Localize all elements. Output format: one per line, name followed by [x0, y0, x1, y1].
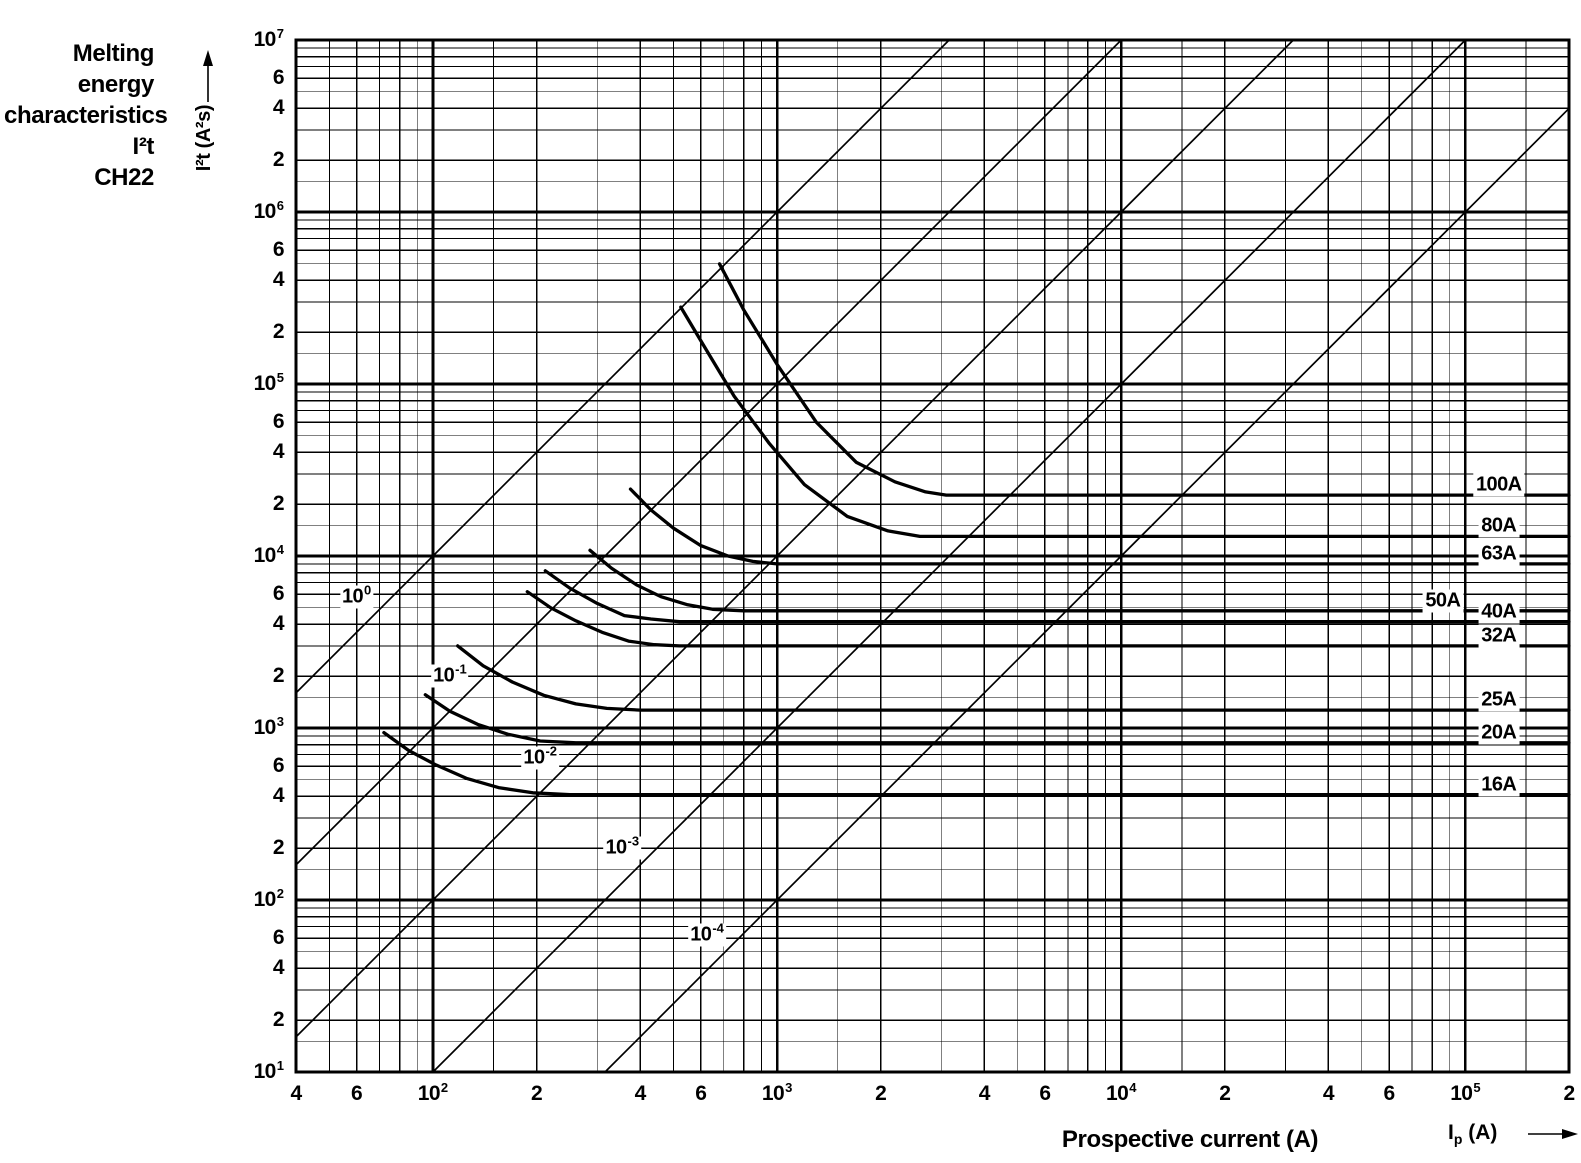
y-tick-label: 104	[253, 542, 284, 567]
y-tick-label: 4	[272, 440, 285, 464]
fuse-curve-50A	[588, 548, 1571, 613]
fuse-curve-80A	[679, 305, 1571, 539]
y-tick-label: 2	[272, 1008, 285, 1032]
fuse-curve-16A	[382, 730, 1571, 797]
y-tick-label: 2	[272, 148, 285, 172]
x-axis-symbol: Ip (A)	[1448, 1121, 1497, 1147]
x-tick-label: 4	[1322, 1082, 1335, 1105]
y-tick-label: 4	[272, 784, 285, 808]
log-grid	[296, 40, 1569, 1072]
time-line-label: 100	[339, 582, 374, 609]
y-tick-label: 2	[272, 320, 285, 344]
x-tick-label: 6	[351, 1082, 363, 1105]
y-tick-label: 106	[253, 198, 284, 223]
x-tick-label: 4	[290, 1082, 302, 1105]
x-tick-label: 105	[1450, 1080, 1481, 1105]
y-tick-label: 6	[272, 582, 285, 606]
fuse-curve-63A	[628, 487, 1571, 566]
x-tick-label: 6	[695, 1082, 707, 1105]
x-tick-label: 4	[634, 1082, 647, 1105]
time-line-m2	[295, 39, 1294, 1038]
x-axis-title: Prospective current (A)	[1061, 1126, 1319, 1153]
time-constant-lines	[295, 39, 1570, 1073]
y-tick-label: 4	[272, 96, 285, 120]
x-tick-label: 102	[417, 1080, 449, 1105]
x-tick-label: 6	[1383, 1082, 1396, 1105]
y-tick-label: 102	[253, 886, 284, 911]
time-line-label: 10-4	[688, 920, 726, 947]
time-line-label: 10-3	[603, 833, 642, 860]
x-symbol-letter: I	[1448, 1121, 1454, 1144]
y-tick-label: 6	[272, 410, 285, 434]
y-tick-label: 105	[253, 370, 284, 395]
y-tick-label: 6	[272, 66, 285, 90]
plot-frame	[294, 38, 1571, 1074]
plot-border	[294, 38, 1571, 1074]
fuse-label-100A: 100A	[1473, 473, 1525, 497]
fuse-label-20A: 20A	[1478, 721, 1520, 745]
fuse-curves	[382, 262, 1571, 797]
chart-title-line-2: characteristics I²t	[4, 102, 168, 160]
y-tick-label: 4	[272, 268, 285, 292]
chart-title-line-3: CH22	[94, 164, 154, 191]
x-tick-label: 104	[1106, 1080, 1137, 1105]
x-tick-label: 2	[1219, 1082, 1231, 1105]
y-tick-label: 4	[272, 956, 285, 980]
y-tick-label: 4	[272, 612, 285, 636]
fuse-label-16A: 16A	[1478, 773, 1520, 797]
time-line-label: 10-2	[521, 743, 560, 770]
y-axis-arrow-head	[203, 50, 213, 66]
x-tick-label: 103	[761, 1080, 793, 1105]
x-tick-label: 2	[1563, 1082, 1575, 1105]
y-tick-label: 2	[272, 492, 285, 516]
x-tick-label: 2	[531, 1082, 543, 1105]
fuse-curve-20A	[423, 693, 1571, 745]
time-line-m4	[604, 107, 1570, 1073]
y-tick-label: 2	[272, 836, 285, 860]
axis-arrows	[203, 50, 1578, 1139]
x-axis-arrow-head	[1562, 1129, 1578, 1139]
x-symbol-unit: (A)	[1468, 1121, 1498, 1144]
x-tick-label: 2	[875, 1082, 887, 1105]
fuse-curve-32A	[525, 590, 1571, 648]
chart-title: Melting energy characteristics I²t CH22	[4, 38, 168, 193]
fuse-curve-100A	[717, 262, 1571, 497]
fuse-curve-40A	[543, 569, 1571, 624]
y-axis-title: I²t (A²s)	[193, 104, 215, 172]
fuse-curve-25A	[456, 644, 1571, 712]
fuse-label-25A: 25A	[1478, 688, 1520, 712]
chart-title-line-1: Melting energy	[72, 40, 155, 98]
fuse-label-32A: 32A	[1478, 624, 1520, 648]
y-tick-label: 101	[253, 1058, 284, 1083]
time-line-label: 10-1	[431, 661, 469, 688]
y-tick-label: 6	[272, 926, 285, 950]
fuse-label-63A: 63A	[1478, 542, 1520, 566]
y-tick-label: 6	[272, 754, 285, 778]
fuse-label-50A: 50A	[1422, 589, 1464, 613]
x-tick-label: 6	[1039, 1082, 1051, 1105]
y-tick-label: 103	[253, 714, 284, 739]
y-tick-label: 6	[272, 238, 285, 262]
x-symbol-sub: p	[1453, 1131, 1463, 1148]
y-tick-label: 2	[272, 664, 285, 688]
time-line-m1	[295, 39, 1122, 866]
x-tick-label: 4	[978, 1082, 991, 1105]
fuse-label-80A: 80A	[1478, 514, 1520, 538]
fuse-label-40A: 40A	[1478, 600, 1520, 624]
time-line-m3	[432, 39, 1467, 1073]
y-tick-label: 107	[253, 26, 284, 51]
time-line-0	[295, 39, 950, 694]
